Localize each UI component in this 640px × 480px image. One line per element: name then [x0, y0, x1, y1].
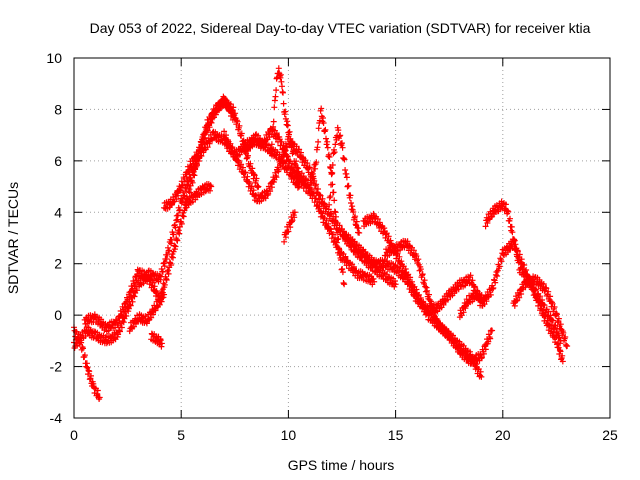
x-tick-label: 10 [281, 427, 297, 443]
y-tick-label: -2 [50, 359, 63, 375]
series-markers [381, 237, 496, 367]
x-tick-label: 25 [602, 427, 618, 443]
series-arc-16 [381, 237, 496, 367]
x-tick-label: 15 [388, 427, 404, 443]
x-tick-label: 5 [177, 427, 185, 443]
x-tick-label: 0 [70, 427, 78, 443]
y-tick-label: 8 [54, 101, 62, 117]
y-tick-label: 2 [54, 256, 62, 272]
series-markers [126, 289, 168, 335]
series-markers [281, 209, 298, 245]
series-arc-12 [298, 105, 348, 288]
series-markers [182, 181, 215, 211]
series-arc-13 [326, 124, 363, 236]
y-tick-label: 6 [54, 153, 62, 169]
data-series-layer [71, 65, 571, 402]
y-tick-label: 4 [54, 204, 62, 220]
y-tick-label: 0 [54, 307, 62, 323]
y-axis-label: SDTVAR / TECUs [5, 182, 21, 294]
series-markers [161, 95, 262, 212]
plot-frame [73, 57, 611, 419]
axis-tick-labels: 0 5 10 15 20 25 -4 -2 0 2 4 6 8 10 [46, 50, 618, 443]
series-markers [268, 65, 305, 185]
series-arc-8 [221, 128, 399, 290]
series-markers [298, 105, 348, 288]
series-arc-11 [281, 209, 298, 245]
series-markers [71, 128, 303, 351]
series-arc-18 [456, 288, 487, 321]
series-arc-2 [71, 128, 303, 351]
series-markers [456, 288, 487, 321]
grid-lines [74, 58, 610, 418]
series-markers [482, 198, 564, 347]
series-arc-5 [148, 330, 165, 350]
series-markers [326, 124, 363, 236]
series-arc-6 [161, 95, 262, 212]
chart-title: Day 053 of 2022, Sidereal Day-to-day VTE… [90, 20, 591, 36]
series-markers [221, 128, 399, 290]
x-axis-label: GPS time / hours [288, 457, 395, 473]
series-markers [148, 330, 165, 350]
axis-ticks [73, 57, 611, 419]
series-arc-4 [126, 289, 168, 335]
series-arc-17 [482, 198, 564, 347]
x-tick-label: 20 [495, 427, 511, 443]
series-markers [510, 273, 571, 350]
y-tick-label: 10 [46, 50, 62, 66]
series-arc-7 [182, 181, 215, 211]
y-tick-label: -4 [50, 410, 63, 426]
series-arc-10 [268, 65, 305, 185]
series-arc-19 [510, 273, 571, 350]
